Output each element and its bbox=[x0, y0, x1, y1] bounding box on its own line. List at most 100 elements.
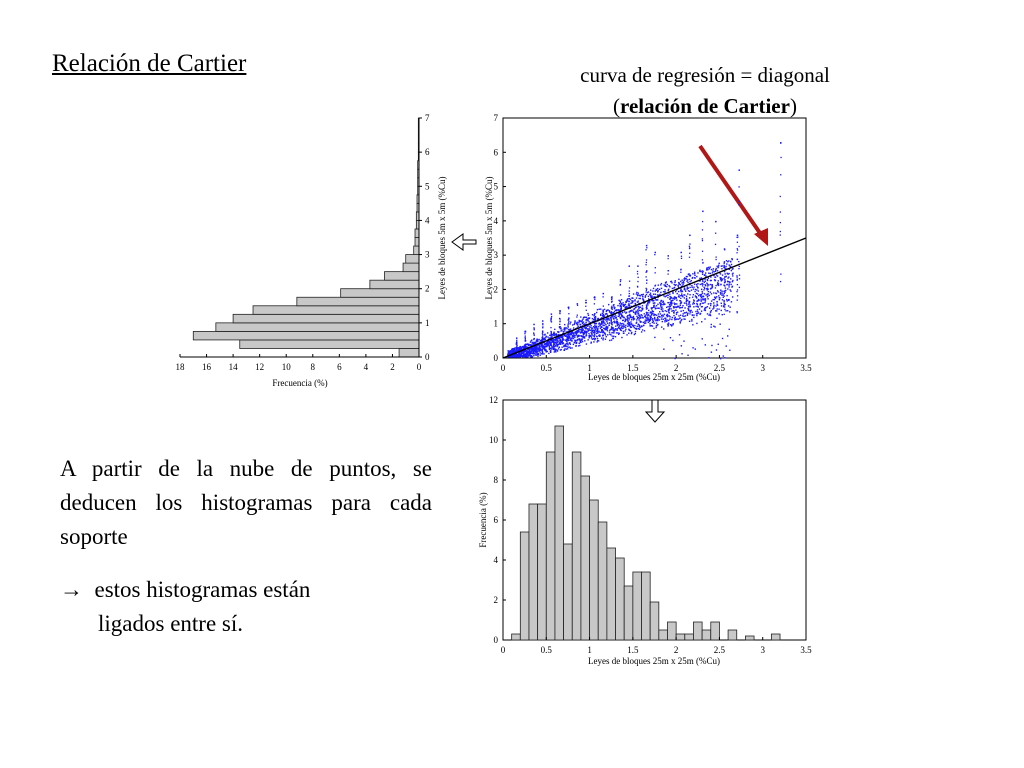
scatter-point bbox=[588, 326, 591, 328]
scatter-point bbox=[541, 351, 544, 354]
scatter-point bbox=[677, 318, 680, 320]
scatter-point bbox=[524, 330, 527, 333]
scatter-point bbox=[566, 339, 569, 341]
scatter-point bbox=[542, 326, 544, 328]
scatter-point bbox=[620, 294, 622, 296]
scatter-point bbox=[584, 327, 586, 329]
scatter-point bbox=[707, 267, 709, 269]
scatter-point bbox=[585, 335, 587, 337]
scatter-point bbox=[736, 279, 738, 281]
scatter-point bbox=[685, 300, 688, 303]
hollow-down-arrow-icon bbox=[644, 399, 666, 423]
scatter-point bbox=[692, 324, 694, 326]
scatter-point bbox=[736, 310, 738, 313]
scatter-point bbox=[728, 283, 730, 285]
regression-line bbox=[502, 237, 807, 359]
scatter-point bbox=[681, 318, 683, 321]
scatter-point bbox=[640, 325, 642, 328]
scatter-point bbox=[639, 315, 641, 318]
bottom-hist-bar bbox=[632, 571, 642, 641]
scatter-point bbox=[601, 320, 603, 322]
scatter-point bbox=[585, 299, 587, 302]
scatter-point bbox=[527, 344, 530, 347]
scatter-point bbox=[697, 272, 699, 274]
scatter-point bbox=[701, 238, 704, 240]
scatter-point bbox=[701, 302, 703, 304]
scatter-point bbox=[645, 259, 648, 261]
scatter-point bbox=[652, 293, 655, 295]
scatter-point bbox=[512, 347, 515, 350]
scatter-point bbox=[535, 350, 537, 352]
scatter-point bbox=[608, 303, 610, 306]
bullet-point: → estos histogramas están ligados entre … bbox=[60, 573, 380, 641]
scatter-point bbox=[689, 311, 691, 313]
scatter-point bbox=[628, 297, 631, 300]
scatter-point bbox=[526, 356, 528, 358]
scatter-point bbox=[640, 294, 643, 296]
scatter-point bbox=[571, 339, 573, 341]
scatter-point bbox=[639, 297, 642, 300]
scatter-point bbox=[543, 337, 545, 339]
scatter-point bbox=[579, 344, 581, 347]
scatter-point bbox=[668, 315, 671, 317]
scatter-point bbox=[660, 306, 662, 309]
scatter-point bbox=[588, 332, 590, 335]
scatter-point bbox=[524, 353, 526, 356]
scatter-point bbox=[585, 333, 587, 335]
scatter-point bbox=[707, 293, 709, 295]
scatter-x-tick-label: 3 bbox=[760, 363, 765, 373]
left-hist-x-tick-label: 0 bbox=[417, 362, 422, 372]
scatter-point bbox=[593, 338, 595, 340]
scatter-point bbox=[546, 332, 549, 334]
scatter-point bbox=[736, 234, 739, 237]
scatter-point bbox=[667, 309, 669, 311]
scatter-point bbox=[716, 308, 718, 310]
scatter-point bbox=[545, 345, 548, 348]
scatter-point bbox=[623, 323, 625, 326]
scatter-point bbox=[559, 336, 561, 339]
scatter-point bbox=[524, 339, 527, 341]
scatter-point bbox=[565, 334, 567, 336]
scatter-point bbox=[622, 302, 624, 304]
scatter-point bbox=[616, 309, 618, 311]
scatter-point bbox=[568, 322, 570, 324]
scatter-x-tick-label: 2 bbox=[674, 363, 679, 373]
scatter-point bbox=[692, 303, 694, 305]
scatter-point bbox=[526, 350, 529, 352]
scatter-point bbox=[587, 330, 589, 332]
scatter-point bbox=[547, 336, 549, 338]
scatter-point bbox=[680, 297, 682, 299]
scatter-point bbox=[730, 260, 732, 263]
scatter-point bbox=[567, 319, 569, 321]
scatter-point bbox=[699, 294, 701, 296]
scatter-point bbox=[566, 327, 568, 330]
scatter-point bbox=[651, 312, 653, 314]
scatter-y-tick-label: 5 bbox=[494, 182, 499, 192]
scatter-point bbox=[656, 324, 658, 327]
scatter-point bbox=[721, 337, 724, 340]
scatter-point bbox=[521, 355, 524, 357]
scatter-point bbox=[525, 349, 528, 352]
cartier-relation-bold: relación de Cartier bbox=[620, 94, 790, 118]
scatter-point bbox=[567, 346, 569, 348]
scatter-point bbox=[516, 345, 518, 347]
scatter-point bbox=[563, 339, 565, 341]
scatter-point bbox=[626, 315, 629, 317]
scatter-point bbox=[546, 350, 548, 353]
scatter-point bbox=[723, 262, 725, 264]
scatter-point bbox=[508, 354, 510, 356]
scatter-point bbox=[780, 142, 782, 144]
scatter-point bbox=[704, 299, 706, 301]
scatter-point bbox=[658, 315, 661, 318]
scatter-point bbox=[683, 288, 686, 290]
scatter-point bbox=[582, 332, 584, 334]
scatter-point bbox=[668, 301, 670, 304]
scatter-point bbox=[736, 283, 739, 286]
scatter-point bbox=[703, 281, 706, 284]
scatter-point bbox=[679, 321, 681, 323]
scatter-point bbox=[667, 324, 669, 326]
scatter-point bbox=[688, 245, 691, 247]
scatter-point bbox=[647, 295, 650, 298]
scatter-point bbox=[687, 287, 690, 289]
scatter-point bbox=[663, 313, 666, 316]
